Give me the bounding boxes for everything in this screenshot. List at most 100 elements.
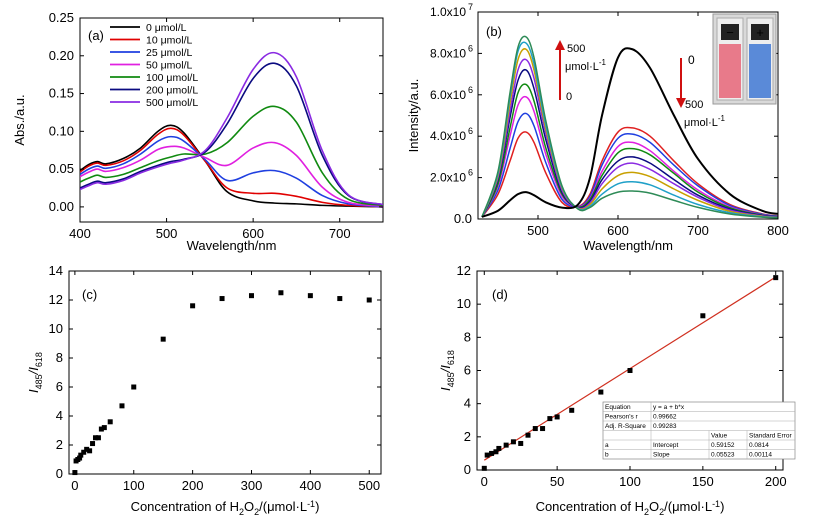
panel-label: (d) (492, 287, 508, 302)
data-point (773, 275, 779, 281)
x-axis-label-part: ) (720, 499, 724, 514)
panel-label: (a) (88, 28, 104, 43)
data-point (547, 416, 553, 422)
x-tick-label: 50 (550, 474, 564, 489)
y-axis-label: I485/I618 (26, 352, 44, 393)
y-tick-label: 8 (56, 350, 63, 365)
panel-label: (b) (486, 24, 502, 39)
x-tick-label: 600 (607, 223, 629, 238)
series-line (481, 47, 778, 218)
data-point (493, 449, 499, 455)
x-tick-label: 100 (619, 474, 641, 489)
fit-table-cell: y = a + b*x (653, 404, 685, 411)
x-tick-label: 600 (242, 226, 264, 241)
fit-table-cell: 0.99283 (653, 423, 677, 430)
x-axis-label-part: -1 (712, 499, 720, 509)
data-point (278, 290, 284, 296)
data-point (532, 426, 538, 432)
plot-frame (79, 17, 384, 223)
plot-frame (477, 11, 779, 220)
data-point (525, 432, 531, 438)
fit-table-cell: 0.05523 (711, 452, 735, 459)
data-point (700, 313, 706, 319)
data-point (366, 297, 372, 303)
data-point (489, 450, 495, 456)
data-point (160, 336, 166, 342)
y-tick-label: 6 (56, 379, 63, 394)
y-tick-label: 0.0 (454, 211, 472, 226)
data-point (98, 426, 104, 432)
inset-plus-sign: + (756, 25, 764, 40)
annotation-exponent: -1 (599, 58, 607, 67)
y-axis-label-part: 618 (34, 352, 44, 367)
x-axis-label-part: 2 (239, 507, 244, 517)
legend-entry: 10 μmol/L (146, 35, 192, 47)
y-tick-label: 2.0x10 (430, 171, 466, 185)
x-tick-label: 0 (71, 478, 78, 493)
y-tick-exponent: 6 (468, 43, 473, 53)
series-line (481, 41, 778, 219)
inset-minus-sign: − (726, 25, 734, 40)
annotation-text: 500 (685, 99, 703, 111)
x-tick-label: 500 (358, 478, 380, 493)
data-point (95, 435, 101, 441)
fit-table-cell: 0.99662 (653, 414, 677, 421)
cuvette-right-solution (749, 44, 771, 98)
x-tick-label: 0 (481, 474, 488, 489)
x-tick-label: 150 (692, 474, 714, 489)
data-point (87, 448, 93, 454)
data-point (81, 449, 87, 455)
y-tick-label: 2 (464, 429, 471, 444)
fit-table: Equation y = a + b*x Pearson's r 0.99662 Adj… (602, 401, 796, 460)
data-point (510, 439, 516, 445)
y-tick-label: 0.05 (49, 161, 74, 176)
data-point (569, 407, 575, 413)
y-axis-label: Abs./a.u. (12, 94, 27, 145)
y-tick-label: 6 (464, 363, 471, 378)
legend-entry: 50 μmol/L (146, 60, 192, 72)
series-line (80, 135, 383, 208)
y-tick-label: 0.25 (49, 10, 74, 25)
x-tick-label: 300 (241, 478, 263, 493)
x-axis-label-part: 2 (659, 507, 664, 517)
legend-entry: 500 μmol/L (146, 97, 198, 109)
data-point (107, 419, 113, 425)
x-tick-label: 100 (123, 478, 145, 493)
fit-table-cell: Slope (653, 452, 670, 459)
series-line (80, 62, 383, 206)
data-point (84, 446, 90, 452)
y-tick-label: 10 (49, 321, 63, 336)
y-tick-label: 1.0x10 (430, 5, 466, 19)
increase-arrow-head (555, 40, 565, 50)
data-point (119, 403, 125, 409)
y-tick-label: 0.00 (49, 199, 74, 214)
data-point (496, 445, 502, 451)
y-tick-label: 0.20 (49, 48, 74, 63)
legend-entry: 200 μmol/L (146, 85, 198, 97)
data-point (484, 452, 490, 458)
y-tick-exponent: 6 (468, 126, 473, 136)
x-tick-label: 700 (687, 223, 709, 238)
fit-table-cell: Pearson's r (605, 414, 639, 421)
data-point (554, 414, 560, 420)
x-tick-label: 500 (156, 226, 178, 241)
data-point (131, 384, 137, 390)
data-point (77, 455, 83, 461)
x-axis-label-part: O (244, 499, 254, 514)
cuvette-right-cap (751, 24, 769, 40)
legend-entry: 100 μmol/L (146, 72, 198, 84)
panel-c: 0 100 200 300 400 500 0 2 4 6 8 10 12 14 (c) Concentrat… (26, 263, 382, 517)
x-axis-label-part: O (649, 499, 659, 514)
x-axis-label-part: Concentration of H (536, 499, 644, 514)
y-tick-label: 2 (56, 437, 63, 452)
series-line (481, 126, 778, 218)
y-tick-label: 4.0x10 (430, 129, 466, 143)
x-tick-label: 700 (329, 226, 351, 241)
data-point (307, 293, 313, 299)
y-tick-label: 4 (464, 396, 471, 411)
y-tick-label: 12 (457, 263, 471, 278)
y-tick-label: 8 (464, 329, 471, 344)
y-tick-label: 12 (49, 292, 63, 307)
y-tick-exponent: 7 (468, 2, 473, 12)
